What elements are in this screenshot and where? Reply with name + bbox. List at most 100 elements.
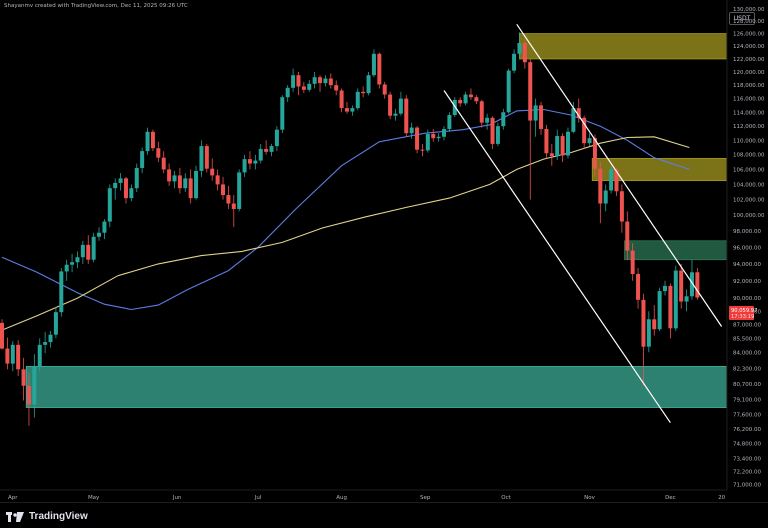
candle-body [172, 175, 177, 182]
candle-body [539, 105, 544, 129]
candle-body [528, 62, 533, 121]
candle [468, 88, 473, 100]
channel-line-lower [443, 90, 671, 424]
x-tick-label: Sep [420, 495, 431, 501]
candle [64, 259, 69, 281]
candle [48, 331, 53, 348]
candle [630, 243, 635, 281]
candle [318, 75, 323, 92]
candle-body [215, 175, 220, 185]
candle-body [409, 127, 414, 134]
candle-body [592, 138, 597, 169]
candle-body [80, 244, 85, 258]
candle [86, 235, 91, 264]
candle-body [625, 221, 630, 251]
y-tick-label: 112,000.00 [733, 124, 765, 130]
candle-body [10, 344, 15, 364]
candle [210, 158, 215, 181]
price-axis[interactable]: 130,000.00 128,000.00 126,000.00 124,000.00… [733, 7, 765, 488]
candle-body [609, 169, 614, 191]
candle-body [32, 366, 37, 405]
candle-body [576, 108, 581, 118]
candle-body [107, 188, 112, 222]
candle-body [388, 94, 393, 116]
candle-body [636, 273, 641, 300]
time-axis[interactable]: Apr May Jun Jul Aug Sep Oct Nov Dec 20 [8, 495, 726, 501]
currency-selector[interactable]: USDT [729, 12, 755, 25]
candle [689, 259, 694, 300]
candle-body [161, 157, 166, 170]
y-tick-label: 71,000.00 [733, 482, 761, 488]
candle [684, 289, 689, 312]
candle [10, 341, 15, 372]
candle-body [544, 128, 549, 154]
x-tick-label: Aug [336, 495, 347, 501]
y-tick-label: 126,000.00 [733, 32, 765, 38]
candle-body [447, 115, 452, 129]
candle-body [140, 151, 145, 168]
candle [420, 143, 425, 157]
candle-body [264, 148, 269, 152]
candle [549, 143, 554, 166]
y-tick-label: 110,000.00 [733, 138, 765, 144]
candle-body [242, 159, 247, 173]
candle [447, 112, 452, 132]
candle-body [603, 190, 608, 204]
candle [296, 71, 301, 96]
candle [695, 268, 700, 300]
candle [177, 167, 182, 194]
y-tick-label: 116,000.00 [733, 97, 765, 103]
candles-layer [0, 32, 700, 426]
candle-body [177, 175, 182, 189]
candle-body [134, 167, 139, 189]
candle-body [318, 77, 323, 84]
candle [636, 268, 641, 309]
y-tick-label: 85,500.00 [733, 336, 761, 342]
candle-body [463, 94, 468, 104]
candle-body [296, 75, 301, 87]
candle-body [522, 42, 527, 63]
candle [167, 163, 172, 186]
candle-body [86, 244, 91, 260]
candle [183, 173, 188, 193]
candle [619, 184, 624, 233]
candle [334, 80, 339, 96]
candle-body [474, 97, 479, 102]
candle-body [280, 97, 285, 130]
y-tick-label: 77,600.00 [733, 413, 761, 419]
candle-body [361, 91, 366, 94]
candle-body [199, 146, 204, 171]
candle [269, 143, 274, 157]
candle [404, 95, 409, 137]
candle [565, 127, 570, 159]
candle-body [695, 272, 700, 298]
candle [512, 49, 517, 74]
tradingview-logo[interactable]: TradingView [6, 511, 88, 522]
y-tick-label: 102,000.00 [733, 198, 765, 204]
candle [291, 68, 296, 92]
candle-body [43, 342, 48, 345]
candle-body [323, 78, 328, 84]
y-tick-label: 106,000.00 [733, 167, 765, 173]
candle-body [533, 105, 538, 121]
candle [280, 95, 285, 134]
candle-body [452, 99, 457, 116]
candle [582, 115, 587, 149]
candle-body [404, 98, 409, 134]
candle [140, 147, 145, 174]
price-chart[interactable]: 130,000.00 128,000.00 126,000.00 124,000.00… [0, 0, 768, 502]
candle [156, 141, 161, 163]
candle-body [490, 117, 495, 144]
candle-body [549, 153, 554, 157]
x-tick-label: Oct [501, 495, 511, 501]
candle-body [194, 170, 199, 199]
attribution-text: Shayanmv created with TradingView.com, D… [4, 3, 188, 9]
candle-body [21, 369, 26, 386]
candle [646, 311, 651, 353]
candle-body [382, 84, 387, 95]
candle [371, 49, 376, 78]
candle-body [0, 322, 4, 349]
candle-body [598, 168, 603, 204]
y-tick-label: 84,000.00 [733, 350, 761, 356]
candle [172, 170, 177, 189]
